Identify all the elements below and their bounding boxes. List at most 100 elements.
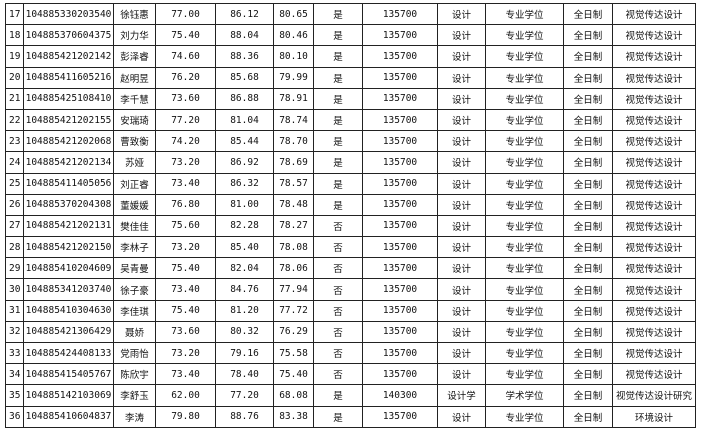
major-code: 135700 [362,299,438,322]
row-index: 25 [5,172,24,195]
study-mode: 全日制 [563,320,613,344]
student-name: 彭泽睿 [113,45,156,68]
row-index: 27 [5,214,24,238]
major-name: 设计 [437,108,486,132]
row-index: 36 [5,405,24,428]
student-name: 徐子豪 [113,278,156,301]
exam-id: 104885411605216 [23,66,114,89]
exam-id: 104885421202131 [23,214,114,238]
research-direction: 环境设计 [612,405,696,428]
study-mode: 全日制 [563,384,613,407]
degree-type: 专业学位 [485,193,564,216]
student-name: 赵明昱 [113,66,156,89]
admitted-flag: 否 [313,299,363,322]
row-index: 23 [5,130,24,153]
total-score: 79.99 [273,66,314,89]
admitted-flag: 否 [313,320,363,344]
row-index: 32 [5,320,24,344]
major-name: 设计学 [437,384,486,407]
initial-score: 76.80 [155,193,216,216]
exam-id: 104885415405767 [23,363,114,386]
initial-score: 75.40 [155,299,216,322]
study-mode: 全日制 [563,363,613,386]
major-code: 135700 [362,151,438,174]
total-score: 78.91 [273,87,314,110]
major-code: 135700 [362,236,438,259]
initial-score: 73.40 [155,278,216,301]
admitted-flag: 是 [313,66,363,89]
total-score: 75.58 [273,341,314,365]
retest-score: 85.68 [215,66,274,89]
total-score: 78.57 [273,172,314,195]
degree-type: 专业学位 [485,130,564,153]
major-code: 135700 [362,193,438,216]
degree-type: 专业学位 [485,87,564,110]
research-direction: 视觉传达设计 [612,87,696,110]
row-index: 21 [5,87,24,110]
major-name: 设计 [437,172,486,195]
table-row: 18 104885370604375 刘力华 75.40 88.04 80.46 是 1357… [5,24,696,47]
total-score: 75.40 [273,363,314,386]
degree-type: 专业学位 [485,66,564,89]
retest-score: 86.32 [215,172,274,195]
initial-score: 74.20 [155,130,216,153]
admitted-flag: 是 [313,172,363,195]
table-row: 22 104885421202155 安瑞琦 77.20 81.04 78.74 是 1357… [5,108,696,132]
student-name: 吴青曼 [113,257,156,280]
student-name: 董媛媛 [113,193,156,216]
exam-id: 104885425108410 [23,87,114,110]
research-direction: 视觉传达设计 [612,108,696,132]
degree-type: 专业学位 [485,108,564,132]
retest-score: 80.32 [215,320,274,344]
total-score: 78.74 [273,108,314,132]
exam-id: 104885421202142 [23,45,114,68]
retest-score: 88.36 [215,45,274,68]
row-index: 34 [5,363,24,386]
study-mode: 全日制 [563,2,613,26]
admitted-flag: 否 [313,257,363,280]
admitted-flag: 否 [313,341,363,365]
retest-score: 82.28 [215,214,274,238]
exam-id: 104885330203540 [23,2,114,26]
degree-type: 专业学位 [485,24,564,47]
major-code: 135700 [362,2,438,26]
row-index: 26 [5,193,24,216]
retest-score: 82.04 [215,257,274,280]
table-row: 25 104885411405056 刘正睿 73.40 86.32 78.57 是 1357… [5,172,696,195]
research-direction: 视觉传达设计研究 [612,384,696,407]
total-score: 80.65 [273,2,314,26]
research-direction: 视觉传达设计 [612,2,696,26]
major-name: 设计 [437,66,486,89]
admitted-flag: 是 [313,151,363,174]
student-name: 苏娅 [113,151,156,174]
initial-score: 62.00 [155,384,216,407]
retest-score: 86.88 [215,87,274,110]
major-code: 135700 [362,172,438,195]
retest-score: 81.00 [215,193,274,216]
major-name: 设计 [437,130,486,153]
row-index: 29 [5,257,24,280]
major-name: 设计 [437,405,486,428]
table-row: 19 104885421202142 彭泽睿 74.60 88.36 80.10 是 1357… [5,45,696,68]
major-name: 设计 [437,341,486,365]
admitted-flag: 是 [313,24,363,47]
student-name: 李千慧 [113,87,156,110]
retest-score: 79.16 [215,341,274,365]
table-row: 33 104885424408133 党雨怡 73.20 79.16 75.58 否 1357… [5,341,696,365]
student-name: 刘正睿 [113,172,156,195]
degree-type: 专业学位 [485,278,564,301]
row-index: 18 [5,24,24,47]
study-mode: 全日制 [563,45,613,68]
row-index: 17 [5,2,24,26]
table-row: 36 104885410604837 李涛 79.80 88.76 83.38 是 13570… [5,405,696,428]
table-row: 23 104885421202068 曹致衡 74.20 85.44 78.70 是 1357… [5,130,696,153]
degree-type: 专业学位 [485,341,564,365]
research-direction: 视觉传达设计 [612,45,696,68]
degree-type: 专业学位 [485,2,564,26]
major-name: 设计 [437,257,486,280]
table-row: 29 104885410204609 吴青曼 75.40 82.04 78.06 否 1357… [5,257,696,280]
study-mode: 全日制 [563,214,613,238]
exam-id: 104885411405056 [23,172,114,195]
degree-type: 专业学位 [485,236,564,259]
research-direction: 视觉传达设计 [612,299,696,322]
